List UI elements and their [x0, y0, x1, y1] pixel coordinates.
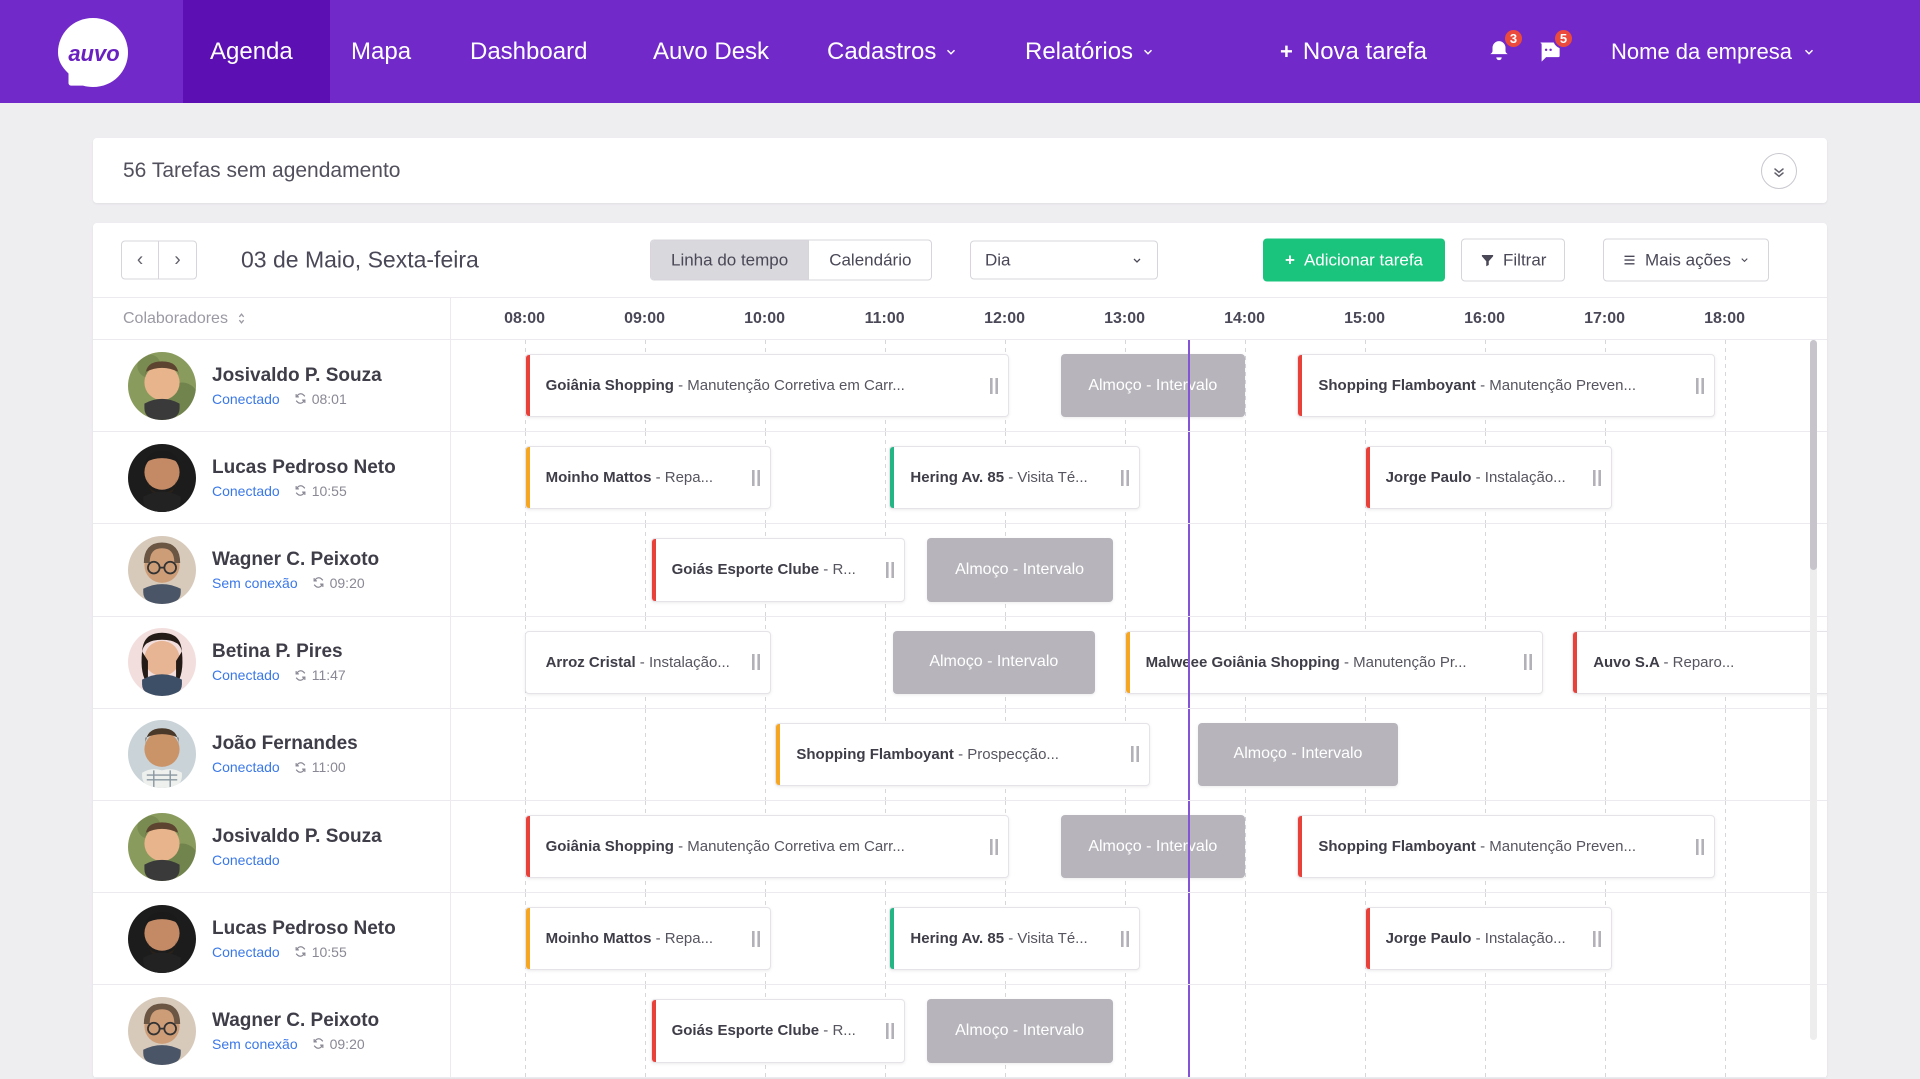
- svg-text:auvo: auvo: [68, 41, 119, 66]
